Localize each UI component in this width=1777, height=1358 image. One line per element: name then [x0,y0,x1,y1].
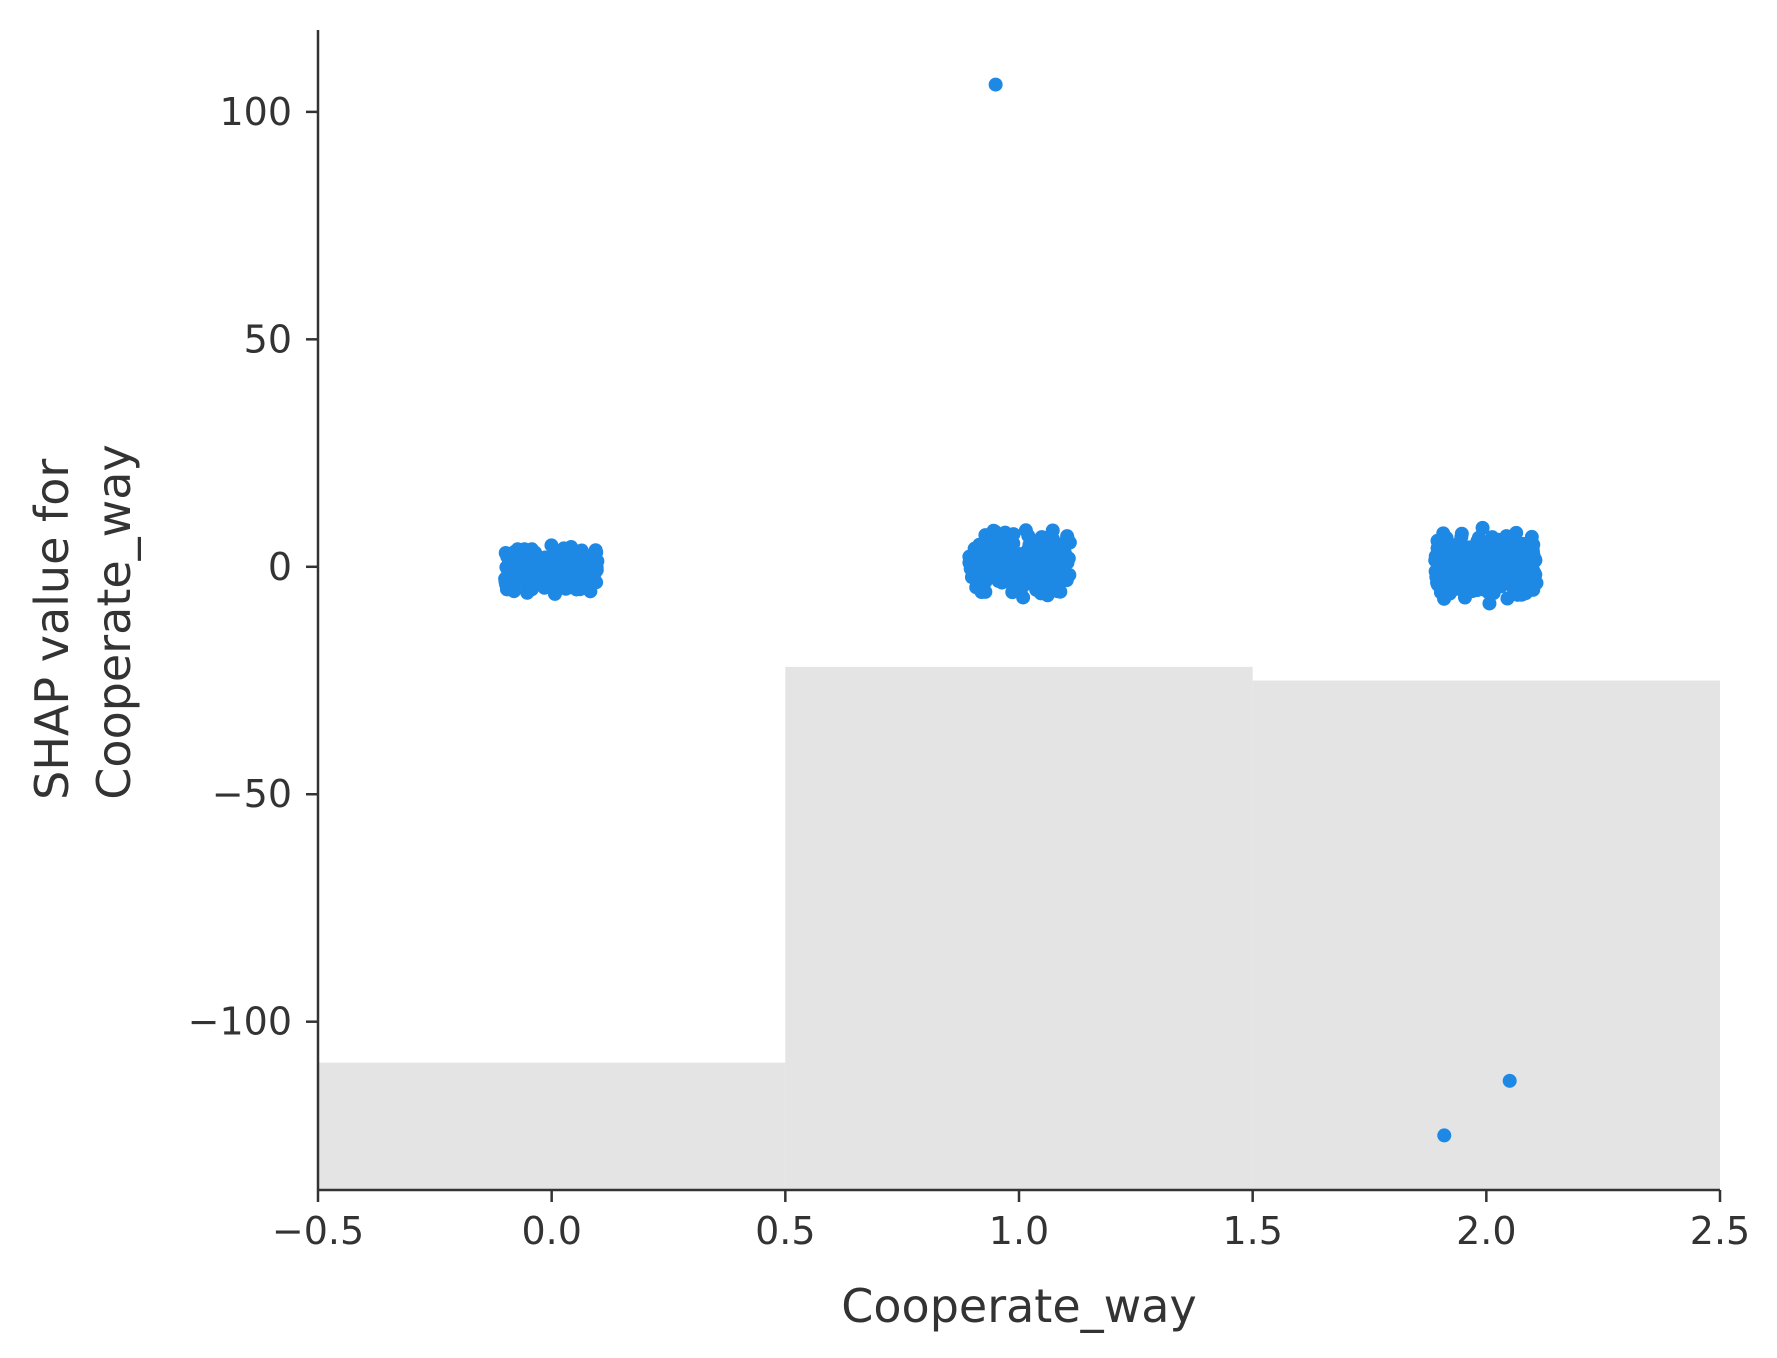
data-point [1434,579,1449,594]
data-point [1499,576,1514,591]
y-ticks: 100 50 0 −50 −100 [188,90,318,1044]
data-point [547,586,562,601]
histogram-bar-0 [318,1062,786,1190]
data-point [1520,570,1535,585]
data-point-outlier [1502,1073,1517,1088]
x-tick-label: −0.5 [272,1209,364,1253]
x-axis-label: Cooperate_way [841,1279,1196,1333]
histogram-layer [318,666,1720,1190]
x-tick-label: 0.5 [755,1209,815,1253]
data-point [978,584,993,599]
data-point [584,567,599,582]
data-point [1036,584,1051,599]
data-point [1457,554,1472,569]
data-point [508,567,523,582]
data-point [1039,549,1054,564]
data-point [1060,532,1075,547]
data-point [1480,536,1495,551]
data-point [1018,523,1033,538]
data-point [1509,525,1524,540]
data-point [1040,562,1055,577]
x-tick-label: 0.0 [521,1209,581,1253]
data-point [999,560,1014,575]
data-point [1448,570,1463,585]
data-point [1045,575,1060,590]
data-point [1062,567,1077,582]
histogram-bar-1 [785,666,1253,1190]
x-ticks: −0.5 0.0 0.5 1.0 1.5 2.0 2.5 [272,1190,1750,1253]
data-point [557,548,572,563]
data-point [1025,549,1040,564]
data-point [508,551,523,566]
data-point [1524,529,1539,544]
y-axis-label: SHAP value for Cooperate_way [25,444,141,800]
data-point [1486,586,1501,601]
data-point [540,561,555,576]
data-point [1512,536,1527,551]
x-tick-label: 1.5 [1222,1209,1282,1253]
y-tick-label: −50 [212,772,292,816]
data-point [1479,547,1494,562]
data-point [1510,587,1525,602]
data-point [1497,555,1512,570]
data-point [560,579,575,594]
y-axis-label-line-2: Cooperate_way [87,444,141,799]
data-point [564,563,579,578]
data-point [1525,546,1540,561]
data-point [1446,538,1461,553]
data-point [1437,591,1452,606]
y-tick-label: 50 [244,317,292,361]
x-tick-label: 1.0 [989,1209,1049,1253]
data-point [1458,570,1473,585]
data-point [1469,567,1484,582]
data-point-outlier [988,77,1003,92]
data-point [1026,538,1041,553]
data-point [1014,580,1029,595]
y-tick-label: 0 [268,545,292,589]
data-point [1462,540,1477,555]
data-point [1037,530,1052,545]
data-point [1475,582,1490,597]
data-point [588,543,603,558]
data-point [998,525,1013,540]
data-point [1059,554,1074,569]
data-point-outlier [1437,1128,1452,1143]
data-point [528,553,543,568]
y-tick-label: −100 [188,1000,292,1044]
y-tick-label: 100 [219,90,292,134]
data-point [972,537,987,552]
x-tick-label: 2.0 [1456,1209,1516,1253]
data-point [499,582,514,597]
data-point [1004,536,1019,551]
scatter-points [498,77,1544,1143]
histogram-bar-2 [1252,680,1720,1190]
data-point [987,544,1002,559]
data-point [522,576,537,591]
y-axis-label-line-1: SHAP value for [25,459,79,800]
data-point [969,554,984,569]
data-point [989,567,1004,582]
x-tick-label: 2.5 [1690,1209,1750,1253]
data-point [1457,590,1472,605]
data-point [1491,537,1506,552]
